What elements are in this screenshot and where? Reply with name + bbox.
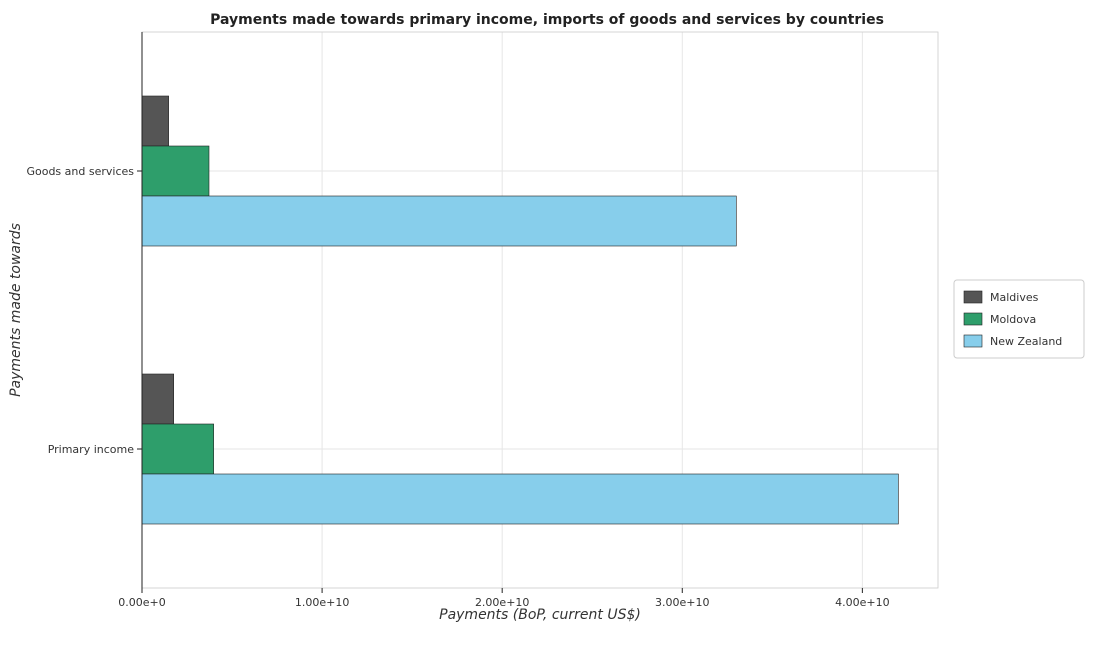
x-axis-label: Payments (BoP, current US$) — [439, 607, 641, 623]
bar-maldives — [141, 373, 174, 425]
bars — [141, 95, 899, 525]
chart-title: Payments made towards primary income, im… — [210, 12, 884, 28]
x-tick-label: 1.00e+10 — [295, 596, 349, 609]
grid — [141, 32, 938, 588]
y-axis-ticks: Goods and services Primary income — [26, 165, 142, 456]
legend-swatch — [963, 312, 983, 326]
bar-maldives — [141, 95, 169, 147]
legend-swatch — [963, 334, 983, 348]
legend-label: New Zealand — [990, 335, 1062, 348]
bar-new-zealand — [141, 473, 899, 525]
y-axis-label: Payments made towards — [8, 223, 24, 397]
y-tick-label: Goods and services — [26, 165, 134, 178]
legend-label: Maldives — [990, 291, 1039, 304]
x-tick-label: 4.00e+10 — [835, 596, 889, 609]
legend-swatch — [963, 290, 983, 304]
x-tick-label: 3.00e+10 — [655, 596, 709, 609]
legend-box — [953, 279, 1085, 359]
legend: Maldives Moldova New Zealand — [953, 279, 1085, 359]
bar-moldova — [141, 423, 214, 475]
x-axis-ticks: 0.00e+0 1.00e+10 2.00e+10 3.00e+10 4.00e+10 — [118, 588, 890, 609]
x-tick-label: 2.00e+10 — [475, 596, 529, 609]
bar-new-zealand — [141, 195, 737, 247]
bar-moldova — [141, 145, 210, 197]
x-tick-label: 0.00e+0 — [118, 596, 165, 609]
legend-label: Moldova — [990, 313, 1036, 326]
y-tick-label: Primary income — [48, 443, 135, 456]
